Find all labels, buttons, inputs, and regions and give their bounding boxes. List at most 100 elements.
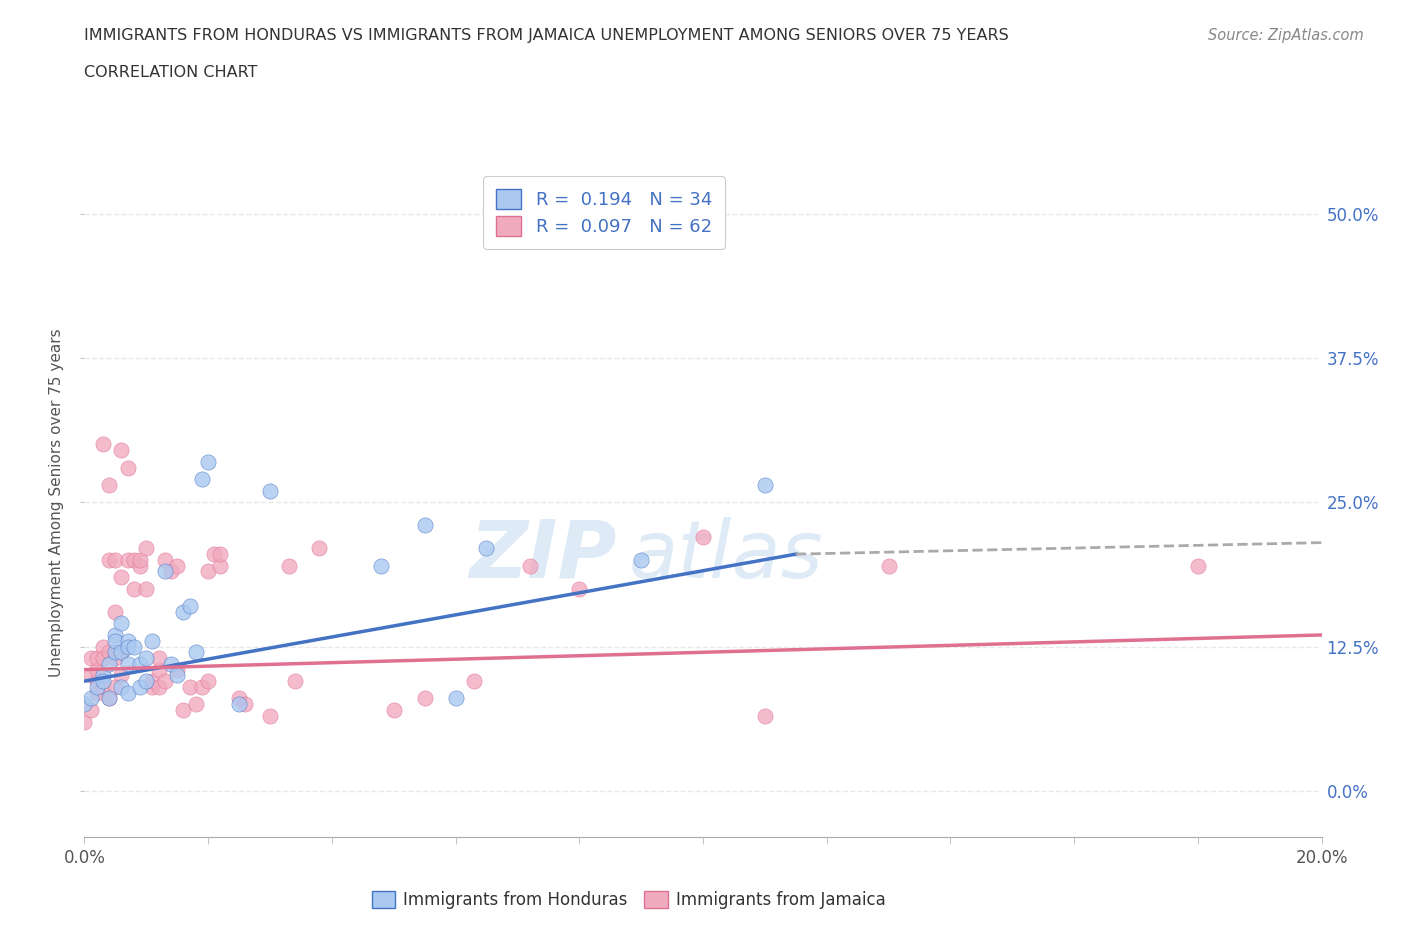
Point <box>191 472 214 486</box>
Point <box>141 633 163 648</box>
Point <box>91 639 114 654</box>
Point <box>98 552 121 567</box>
Point <box>104 680 127 695</box>
Point <box>413 691 436 706</box>
Point <box>135 581 157 596</box>
Point <box>86 685 108 700</box>
Point <box>117 639 139 654</box>
Point <box>79 691 101 706</box>
Point <box>129 680 152 695</box>
Point <box>197 455 219 470</box>
Point <box>129 558 152 573</box>
Point <box>73 697 96 711</box>
Point <box>184 644 207 659</box>
Point <box>259 484 281 498</box>
Point <box>110 616 132 631</box>
Point <box>79 651 101 666</box>
Point <box>141 680 163 695</box>
Point <box>166 668 188 683</box>
Point <box>117 685 139 700</box>
Point <box>444 691 467 706</box>
Point <box>104 633 127 648</box>
Legend: Immigrants from Honduras, Immigrants from Jamaica: Immigrants from Honduras, Immigrants fro… <box>366 884 893 916</box>
Point <box>91 651 114 666</box>
Point <box>104 552 127 567</box>
Point <box>110 644 132 659</box>
Point <box>475 541 498 556</box>
Point <box>104 628 127 643</box>
Point <box>110 644 132 659</box>
Point <box>160 564 183 578</box>
Point <box>110 570 132 585</box>
Point <box>104 604 127 619</box>
Point <box>117 552 139 567</box>
Point <box>277 558 299 573</box>
Point <box>91 673 114 688</box>
Point <box>877 558 900 573</box>
Point <box>259 709 281 724</box>
Point <box>1187 558 1209 573</box>
Point <box>148 662 170 677</box>
Point <box>122 639 145 654</box>
Point <box>98 477 121 492</box>
Point <box>413 518 436 533</box>
Text: ZIP: ZIP <box>470 517 616 595</box>
Point <box>153 673 176 688</box>
Point <box>98 691 121 706</box>
Point <box>86 680 108 695</box>
Point <box>110 668 132 683</box>
Point <box>91 668 114 683</box>
Point <box>122 581 145 596</box>
Text: CORRELATION CHART: CORRELATION CHART <box>84 65 257 80</box>
Point <box>91 680 114 695</box>
Text: atlas: atlas <box>628 517 824 595</box>
Point <box>110 443 132 458</box>
Point <box>172 702 194 717</box>
Point <box>129 552 152 567</box>
Point <box>209 547 232 562</box>
Point <box>148 651 170 666</box>
Point <box>179 680 201 695</box>
Point <box>197 564 219 578</box>
Point <box>153 552 176 567</box>
Point <box>754 477 776 492</box>
Point <box>135 651 157 666</box>
Point <box>104 651 127 666</box>
Point <box>122 552 145 567</box>
Point <box>228 697 250 711</box>
Point <box>117 460 139 475</box>
Point <box>86 662 108 677</box>
Point <box>73 714 96 729</box>
Point <box>519 558 541 573</box>
Point <box>228 691 250 706</box>
Point <box>754 709 776 724</box>
Point <box>86 651 108 666</box>
Point <box>568 581 591 596</box>
Text: Source: ZipAtlas.com: Source: ZipAtlas.com <box>1208 28 1364 43</box>
Point <box>692 529 714 544</box>
Point <box>630 552 652 567</box>
Point <box>166 662 188 677</box>
Point <box>135 541 157 556</box>
Point <box>79 702 101 717</box>
Point <box>91 437 114 452</box>
Text: IMMIGRANTS FROM HONDURAS VS IMMIGRANTS FROM JAMAICA UNEMPLOYMENT AMONG SENIORS O: IMMIGRANTS FROM HONDURAS VS IMMIGRANTS F… <box>84 28 1010 43</box>
Point <box>135 673 157 688</box>
Point <box>141 673 163 688</box>
Point <box>166 558 188 573</box>
Point <box>98 644 121 659</box>
Point <box>308 541 330 556</box>
Point <box>370 558 392 573</box>
Point <box>110 680 132 695</box>
Point <box>463 673 485 688</box>
Point <box>184 697 207 711</box>
Point <box>86 673 108 688</box>
Point <box>129 657 152 671</box>
Point <box>160 657 183 671</box>
Point <box>117 633 139 648</box>
Point <box>79 668 101 683</box>
Y-axis label: Unemployment Among Seniors over 75 years: Unemployment Among Seniors over 75 years <box>49 328 65 676</box>
Point <box>202 547 225 562</box>
Point <box>104 644 127 659</box>
Point <box>98 657 121 671</box>
